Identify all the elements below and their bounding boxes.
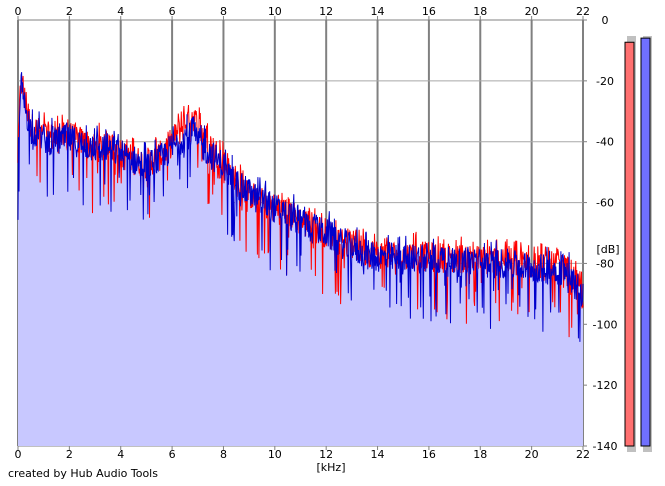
level-meters (624, 36, 652, 452)
x-tick-labels-top: 0 2 4 6 8 10 12 14 16 18 20 22 (15, 5, 591, 18)
credit-text: created by Hub Audio Tools (8, 467, 158, 480)
right-channel-meter (640, 37, 651, 447)
x-tick-label-bottom: 2 (66, 448, 73, 461)
x-tick-labels-bottom: 0 2 4 6 8 10 12 14 16 18 20 22 (15, 448, 591, 461)
x-tick-label-bottom: 12 (319, 448, 333, 461)
x-tick-label-top: 12 (319, 5, 333, 18)
x-tick-label-bottom: 18 (473, 448, 487, 461)
x-tick-label-top: 4 (117, 5, 124, 18)
x-tick-label-bottom: 20 (525, 448, 539, 461)
x-tick-label-bottom: 14 (371, 448, 385, 461)
y-axis-label: [dB] (596, 243, 619, 256)
x-tick-label-bottom: 22 (576, 448, 590, 461)
x-tick-label-top: 14 (371, 5, 385, 18)
x-tick-label-bottom: 4 (117, 448, 124, 461)
x-tick-label-bottom: 10 (268, 448, 282, 461)
x-tick-label-top: 10 (268, 5, 282, 18)
left-channel-meter (624, 41, 635, 447)
x-tick-label-top: 18 (473, 5, 487, 18)
y-tick-label: -20 (596, 75, 614, 88)
y-tick-label: -60 (596, 197, 614, 210)
x-tick-label-top: 20 (525, 5, 539, 18)
x-tick-label-top: 22 (576, 5, 590, 18)
y-tick-label: -100 (593, 318, 618, 331)
y-tick-label: 0 (602, 14, 609, 27)
x-tick-label-bottom: 6 (169, 448, 176, 461)
series-line-blue (17, 72, 584, 342)
series-lines (17, 72, 584, 342)
x-tick-label-top: 0 (15, 5, 22, 18)
y-tick-labels: 0 -20 -40 -60 -80 -100 -120 -140 (593, 14, 618, 453)
x-tick-label-bottom: 8 (220, 448, 227, 461)
x-tick-label-top: 2 (66, 5, 73, 18)
x-tick-label-bottom: 16 (422, 448, 436, 461)
x-axis-label: [kHz] (317, 461, 346, 474)
x-tick-label-top: 6 (169, 5, 176, 18)
x-tick-label-bottom: 0 (15, 448, 22, 461)
y-tick-label: -120 (593, 379, 618, 392)
x-tick-label-top: 16 (422, 5, 436, 18)
y-tick-label: -80 (596, 257, 614, 270)
y-tick-label: -140 (593, 440, 618, 453)
y-tick-label: -40 (596, 136, 614, 149)
x-tick-label-top: 8 (220, 5, 227, 18)
